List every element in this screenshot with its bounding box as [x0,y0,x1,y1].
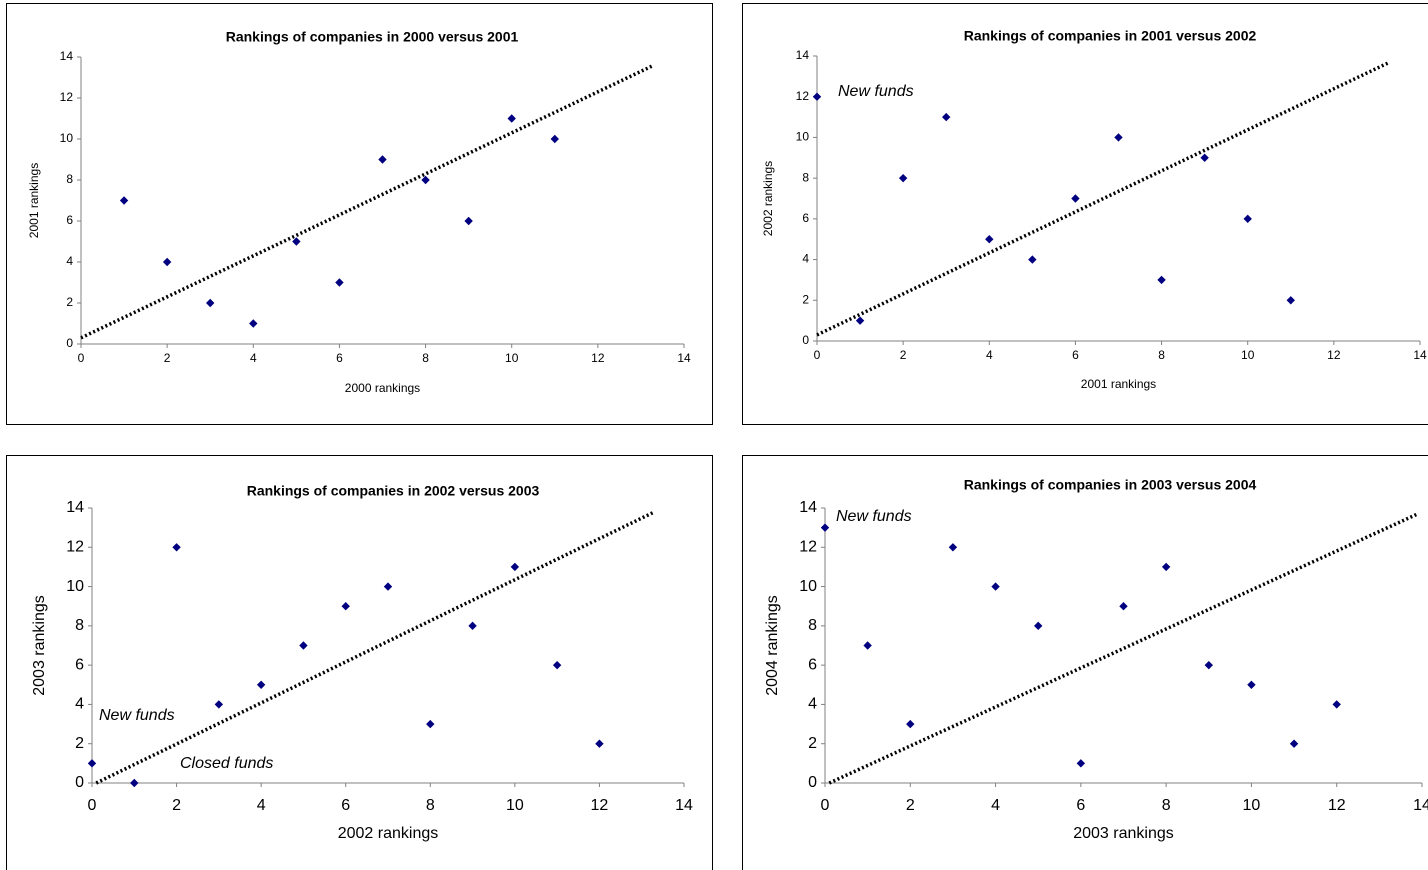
y-tick-label: 8 [66,172,73,186]
chart-panel: 0 2 4 6 8 10 12 14 0 2 4 6 8 10 12 14 Rankings of compan… [743,456,1428,870]
x-axis-label: 2003 rankings [1073,825,1174,842]
y-tick-label: 6 [802,211,809,225]
x-tick-label: 14 [675,797,693,814]
chart-title: Rankings of companies in 2002 versus 200… [247,483,540,499]
chart-title: Rankings of companies in 2001 versus 200… [964,28,1257,44]
x-tick-label: 6 [1072,348,1079,362]
x-tick-label: 0 [814,348,821,362]
chart-title: Rankings of companies in 2000 versus 200… [226,29,519,45]
y-tick-label: 12 [66,539,84,556]
x-tick-label: 12 [1328,797,1346,814]
annotation: New funds [836,508,912,525]
x-tick-label: 6 [1076,797,1085,814]
page: 0 2 4 6 8 10 12 14 0 2 4 6 8 10 12 14 Rankings of compan… [0,0,1428,870]
y-tick-label: 6 [808,656,817,673]
y-tick-label: 8 [808,617,817,634]
y-tick-label: 2 [808,735,817,752]
chart-panel: 0 2 4 6 8 10 12 14 0 2 4 6 8 10 12 14 Rankings of compan… [7,4,713,425]
y-tick-label: 12 [796,89,810,103]
y-tick-label: 12 [60,90,74,104]
x-tick-label: 10 [1243,797,1261,814]
x-tick-label: 2 [164,351,171,365]
x-tick-label: 2 [900,348,907,362]
y-axis-label: 2002 rankings [761,161,775,236]
y-tick-label: 0 [802,333,809,347]
x-tick-label: 2 [172,797,181,814]
y-tick-label: 6 [66,213,73,227]
y-tick-label: 10 [60,131,74,145]
y-tick-label: 6 [75,656,84,673]
x-tick-label: 12 [591,797,609,814]
x-tick-label: 10 [506,797,524,814]
x-tick-label: 6 [341,797,350,814]
y-tick-label: 4 [66,254,73,268]
x-tick-label: 0 [821,797,830,814]
y-tick-label: 10 [796,130,810,144]
y-tick-label: 2 [802,292,809,306]
y-tick-label: 14 [799,499,817,516]
x-tick-label: 0 [88,797,97,814]
y-tick-label: 4 [75,696,84,713]
x-tick-label: 14 [1413,797,1428,814]
y-tick-label: 0 [808,774,817,791]
chart-panel: 0 2 4 6 8 10 12 14 0 2 4 6 8 10 12 14 Rankings of compan… [743,4,1428,425]
y-tick-label: 2 [75,735,84,752]
x-tick-label: 10 [505,351,519,365]
x-tick-label: 12 [591,351,605,365]
x-tick-label: 14 [1413,348,1427,362]
annotation: New funds [838,83,914,100]
y-tick-label: 8 [75,617,84,634]
x-axis-label: 2001 rankings [1081,377,1156,391]
y-axis-label: 2001 rankings [27,163,41,238]
chart-title: Rankings of companies in 2003 versus 200… [964,477,1257,493]
x-axis-label: 2002 rankings [338,825,439,842]
x-tick-label: 8 [426,797,435,814]
panel-border [7,4,713,425]
x-tick-label: 0 [78,351,85,365]
x-tick-label: 4 [986,348,993,362]
x-axis-label: 2000 rankings [345,381,420,395]
annotation: New funds [99,707,175,724]
y-tick-label: 10 [66,578,84,595]
x-tick-label: 4 [257,797,266,814]
y-tick-label: 2 [66,295,73,309]
y-tick-label: 14 [796,48,810,62]
y-tick-label: 14 [60,49,74,63]
y-axis-label: 2004 rankings [764,595,781,696]
x-tick-label: 8 [1162,797,1171,814]
panel-border [743,4,1428,425]
y-tick-label: 0 [75,774,84,791]
x-tick-label: 2 [906,797,915,814]
annotation: Closed funds [180,755,273,772]
x-tick-label: 6 [336,351,343,365]
x-tick-label: 8 [1158,348,1165,362]
y-tick-label: 12 [799,539,817,556]
x-tick-label: 4 [250,351,257,365]
y-tick-label: 8 [802,170,809,184]
y-tick-label: 10 [799,578,817,595]
y-tick-label: 4 [808,696,817,713]
x-tick-label: 14 [677,351,691,365]
y-tick-label: 4 [802,252,809,266]
y-tick-label: 14 [66,499,84,516]
x-tick-label: 4 [991,797,1000,814]
x-tick-label: 8 [422,351,429,365]
chart-panel: 0 2 4 6 8 10 12 14 0 2 4 6 8 10 12 14 Rankings of compan… [7,456,713,870]
x-tick-label: 10 [1241,348,1255,362]
y-axis-label: 2003 rankings [31,595,48,696]
y-tick-label: 0 [66,336,73,350]
x-tick-label: 12 [1327,348,1341,362]
